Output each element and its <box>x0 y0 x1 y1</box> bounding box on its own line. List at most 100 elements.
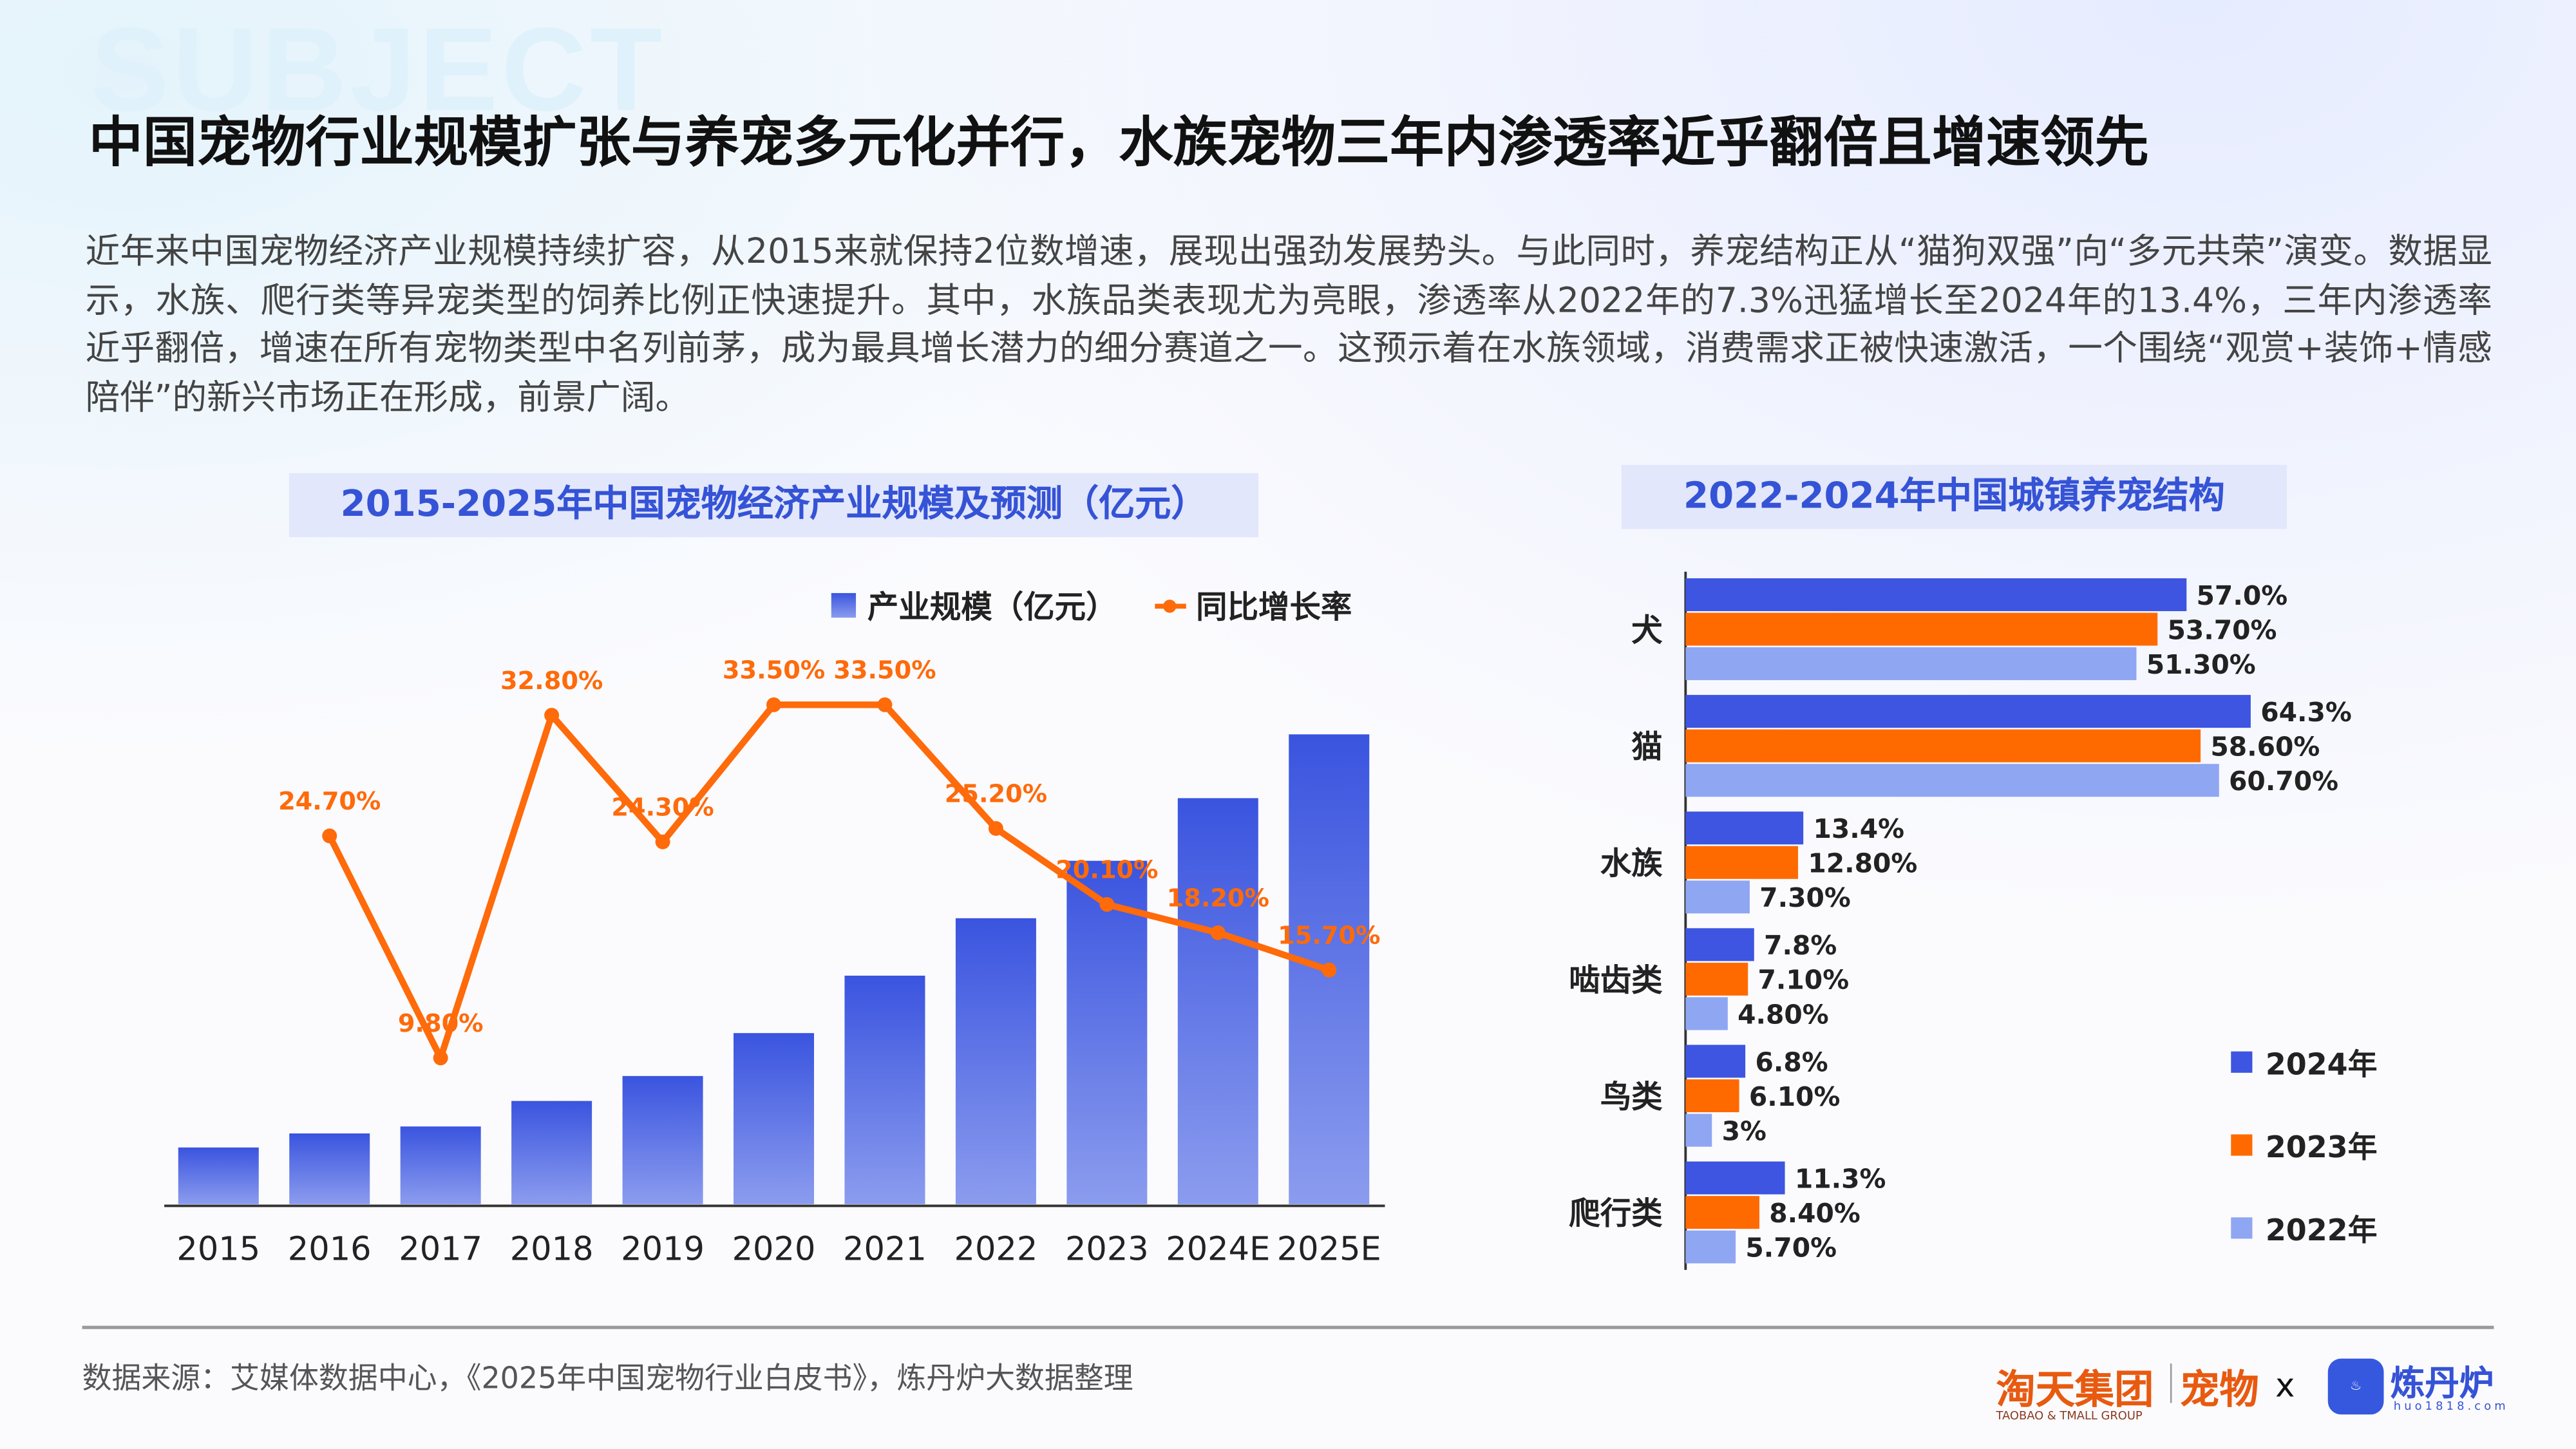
bar-鸟类-2024年 <box>1685 1045 1746 1078</box>
taotian-logo-text: 淘天集团 <box>1996 1367 2154 1413</box>
bar-value-label: 8.40% <box>1769 1198 1861 1229</box>
growth-point-2016 <box>322 828 337 844</box>
bar-value-label: 6.8% <box>1755 1046 1828 1077</box>
bar-猫-2024年 <box>1685 695 2251 728</box>
x-tick-label: 2018 <box>510 1231 594 1269</box>
left-chart-title: 2015-2025年中国宠物经济产业规模及预测（亿元） <box>289 473 1259 538</box>
x-tick-label: 2019 <box>621 1231 705 1269</box>
bar-value-label: 7.8% <box>1764 930 1837 961</box>
bar-value-label: 51.30% <box>2146 649 2256 680</box>
bar-啮齿类-2022年 <box>1685 997 1728 1030</box>
bar-2017 <box>400 1126 481 1204</box>
bar-爬行类-2022年 <box>1685 1230 1736 1264</box>
growth-point-2023 <box>1099 896 1115 912</box>
growth-data-label: 33.50% <box>723 656 825 685</box>
x-tick-label: 2023 <box>1065 1231 1149 1269</box>
category-label: 犬 <box>1631 612 1663 649</box>
x-tick-label: 2024E <box>1166 1231 1270 1269</box>
legend-label: 2023年 <box>2266 1130 2378 1164</box>
bar-2019 <box>622 1075 703 1204</box>
legend-icon-2023年 <box>2231 1134 2253 1156</box>
growth-point-2020 <box>766 697 782 712</box>
growth-point-2017 <box>433 1050 448 1066</box>
growth-point-2019 <box>655 834 670 849</box>
legend-line-marker <box>1163 600 1177 613</box>
bar-2020 <box>734 1033 815 1204</box>
bar-2016 <box>289 1133 370 1204</box>
right-chart-title: 2022-2024年中国城镇养宠结构 <box>1621 464 2287 529</box>
bar-2015 <box>178 1147 259 1204</box>
bar-2018 <box>511 1101 592 1204</box>
legend-label: 2022年 <box>2266 1213 2378 1247</box>
legend-bar-icon <box>831 592 857 618</box>
bar-value-label: 12.80% <box>1808 848 1917 879</box>
bar-value-label: 5.70% <box>1745 1233 1837 1264</box>
bar-value-label: 7.10% <box>1758 965 1850 996</box>
growth-data-label: 24.70% <box>278 787 381 816</box>
legend-icon-2024年 <box>2231 1051 2253 1073</box>
growth-data-label: 33.50% <box>833 656 936 685</box>
summary-paragraph: 近年来中国宠物经济产业规模持续扩容，从2015来就保持2位数增速，展现出强劲发展… <box>85 231 2492 417</box>
collab-x: x <box>2275 1365 2295 1405</box>
legend-label: 2024年 <box>2266 1046 2378 1081</box>
data-source: 数据来源：艾媒体数据中心，《2025年中国宠物行业白皮书》，炼丹炉大数据整理 <box>82 1361 1133 1397</box>
taotian-logo-en: TAOBAO & TMALL GROUP <box>1996 1409 2143 1423</box>
legend-icon-2022年 <box>2231 1217 2253 1239</box>
bar-犬-2023年 <box>1685 612 2158 646</box>
liandanlu-logo-text: 炼丹炉 <box>2390 1363 2494 1403</box>
bar-value-label: 58.60% <box>2210 731 2320 762</box>
x-tick-label: 2017 <box>399 1231 482 1269</box>
x-tick-label: 2020 <box>732 1231 816 1269</box>
growth-point-2021 <box>877 697 893 712</box>
bar-犬-2024年 <box>1685 578 2187 611</box>
bar-value-label: 4.80% <box>1738 999 1829 1030</box>
bar-value-label: 13.4% <box>1814 813 1905 844</box>
growth-data-label: 20.10% <box>1056 856 1158 885</box>
page-title: 中国宠物行业规模扩张与养宠多元化并行，水族宠物三年内渗透率近乎翻倍且增速领先 <box>88 109 2149 175</box>
bar-猫-2022年 <box>1685 764 2219 797</box>
bar-2021 <box>844 975 925 1204</box>
growth-data-label: 9.80% <box>398 1009 484 1038</box>
bar-value-label: 53.70% <box>2168 614 2277 645</box>
legend-bar-label: 产业规模（亿元） <box>867 589 1117 625</box>
growth-point-2025E <box>1321 962 1337 978</box>
bar-value-label: 7.30% <box>1759 882 1851 913</box>
bar-猫-2023年 <box>1685 729 2201 762</box>
bar-啮齿类-2023年 <box>1685 962 1748 996</box>
bar-水族-2024年 <box>1685 811 1804 845</box>
growth-point-2018 <box>544 708 560 723</box>
bar-value-label: 60.70% <box>2229 766 2338 797</box>
bar-鸟类-2023年 <box>1685 1079 1739 1113</box>
logo-divider <box>2170 1363 2172 1403</box>
category-label: 啮齿类 <box>1569 962 1663 998</box>
x-tick-label: 2022 <box>954 1231 1037 1269</box>
bar-水族-2022年 <box>1685 880 1750 914</box>
bar-鸟类-2022年 <box>1685 1113 1712 1147</box>
bar-value-label: 6.10% <box>1749 1081 1841 1112</box>
growth-data-label: 24.30% <box>611 793 714 822</box>
liandanlu-url: huo1818.com <box>2393 1399 2509 1413</box>
growth-data-label: 25.20% <box>945 780 1047 809</box>
bar-犬-2022年 <box>1685 647 2137 681</box>
x-tick-label: 2015 <box>176 1231 260 1269</box>
x-tick-label: 2021 <box>843 1231 927 1269</box>
growth-data-label: 15.70% <box>1278 921 1380 950</box>
bar-2024E <box>1177 798 1258 1204</box>
bar-2023 <box>1066 860 1148 1204</box>
category-label: 水族 <box>1600 846 1663 882</box>
pet-logo-text: 宠物 <box>2180 1367 2259 1413</box>
bar-水族-2023年 <box>1685 846 1799 879</box>
bar-value-label: 11.3% <box>1795 1163 1886 1194</box>
bar-爬行类-2023年 <box>1685 1196 1759 1229</box>
x-tick-label: 2025E <box>1277 1231 1381 1269</box>
watermark: SUBJECT <box>90 5 666 137</box>
growth-point-2024E <box>1210 925 1226 940</box>
brand-logos: 淘天集团 TAOBAO & TMALL GROUP 宠物 x ♨ 炼丹炉 huo… <box>1996 1357 2506 1423</box>
category-label: 爬行类 <box>1569 1195 1663 1231</box>
taotian-logo: 淘天集团 TAOBAO & TMALL GROUP <box>1996 1357 2154 1423</box>
growth-data-label: 32.80% <box>500 667 603 696</box>
legend-line-label: 同比增长率 <box>1196 589 1352 625</box>
